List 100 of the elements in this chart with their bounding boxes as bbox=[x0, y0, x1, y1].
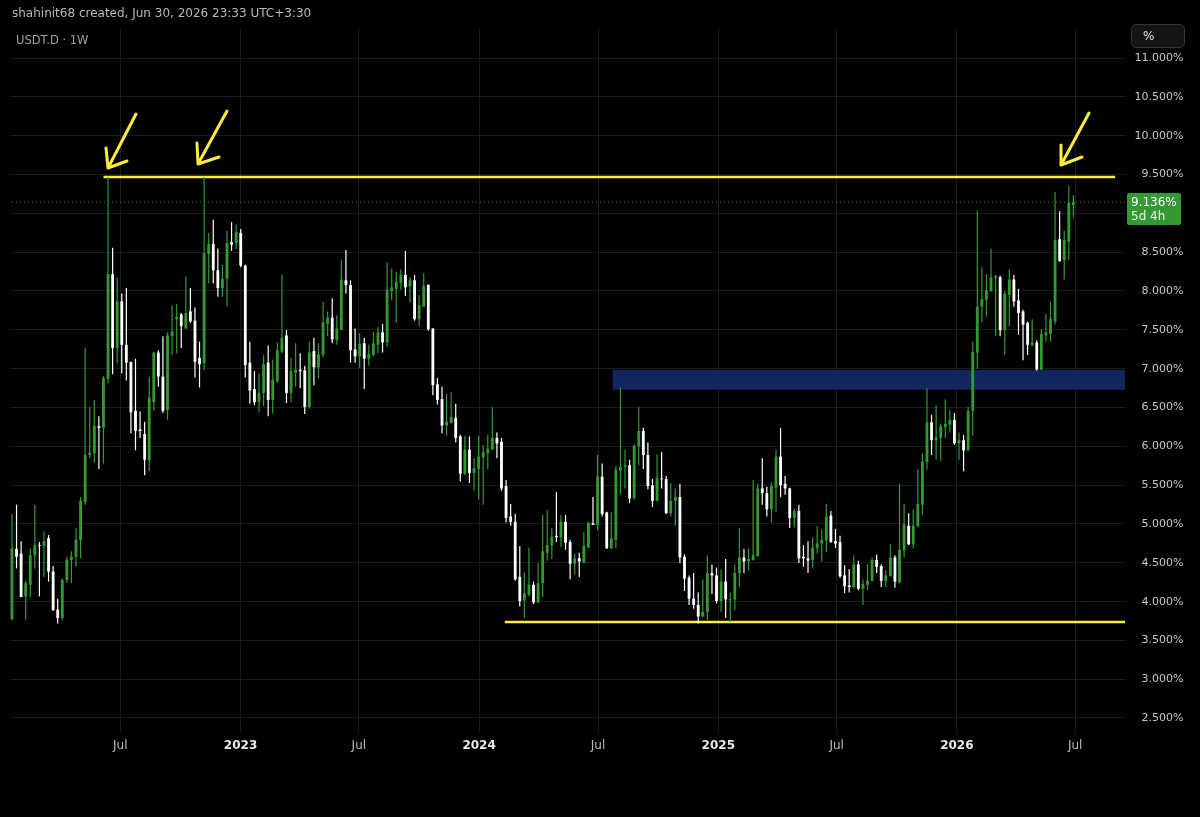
chart-title: USDT.D · 1W bbox=[16, 33, 89, 47]
candlestick bbox=[481, 444, 485, 506]
candlestick bbox=[962, 434, 965, 472]
candlestick bbox=[623, 449, 627, 490]
candlestick bbox=[371, 331, 375, 358]
candlestick bbox=[577, 552, 581, 578]
candlestick bbox=[1026, 320, 1030, 356]
x-tick-label: Jul bbox=[350, 737, 367, 752]
candlestick bbox=[47, 534, 50, 583]
candlestick bbox=[413, 274, 416, 322]
candlestick bbox=[724, 558, 728, 619]
y-tick-label: 4.000% bbox=[1141, 594, 1184, 608]
candlestick bbox=[847, 568, 851, 594]
candlestick bbox=[358, 332, 362, 369]
candlestick bbox=[532, 581, 535, 605]
y-tick-label: 5.500% bbox=[1141, 478, 1184, 492]
candlestick bbox=[815, 525, 819, 555]
candlestick bbox=[1030, 318, 1034, 347]
candlestick bbox=[696, 591, 700, 625]
y-tick-label: 9.500% bbox=[1141, 167, 1184, 181]
candlestick bbox=[445, 393, 449, 437]
y-tick-label: 6.500% bbox=[1141, 400, 1184, 414]
candlestick bbox=[170, 304, 174, 356]
candlestick bbox=[138, 410, 142, 439]
candlestick bbox=[522, 571, 526, 619]
candlestick bbox=[399, 268, 403, 291]
candlestick bbox=[403, 250, 407, 297]
candlestick bbox=[198, 341, 201, 389]
candlestick bbox=[953, 412, 956, 446]
candlestick bbox=[545, 509, 549, 562]
y-tick-label: 6.000% bbox=[1141, 439, 1184, 453]
candlestick bbox=[536, 562, 540, 604]
candlestick bbox=[619, 386, 622, 496]
candlestick bbox=[719, 568, 723, 613]
candlestick bbox=[550, 527, 554, 560]
candlestick bbox=[65, 556, 69, 584]
candlestick bbox=[188, 287, 192, 324]
candlestick bbox=[70, 550, 73, 584]
candlestick bbox=[102, 375, 105, 465]
candlestick bbox=[751, 479, 755, 562]
candlestick bbox=[907, 512, 911, 546]
candlestick bbox=[37, 541, 41, 597]
y-tick-label: 3.500% bbox=[1141, 633, 1184, 647]
x-tick-label: Jul bbox=[589, 737, 606, 752]
candlestick bbox=[1049, 301, 1052, 343]
x-tick-label: Jul bbox=[1066, 737, 1083, 752]
candlestick bbox=[166, 331, 169, 421]
candlestick bbox=[1007, 268, 1011, 327]
candlestick bbox=[834, 528, 837, 549]
candlestick bbox=[596, 454, 599, 531]
candlestick bbox=[1012, 274, 1016, 308]
candlestick bbox=[783, 475, 787, 496]
candlestick bbox=[843, 564, 847, 594]
y-tick-label: 3.000% bbox=[1141, 672, 1184, 686]
x-tick-label: 2023 bbox=[223, 737, 258, 752]
candlestick bbox=[477, 435, 481, 500]
candlestick bbox=[683, 553, 686, 592]
y-tick-label: 7.500% bbox=[1141, 322, 1184, 336]
candlestick bbox=[582, 531, 586, 564]
candlestick bbox=[760, 457, 764, 506]
x-tick-label: 2025 bbox=[701, 737, 736, 752]
candlestick bbox=[454, 403, 458, 444]
candlestick bbox=[1017, 288, 1020, 336]
candlestick bbox=[792, 508, 796, 528]
candlestick bbox=[330, 297, 334, 344]
candlestick bbox=[97, 415, 101, 470]
candlestick bbox=[349, 279, 352, 364]
candlestick bbox=[271, 358, 275, 415]
candlestick bbox=[15, 504, 18, 569]
candlestick bbox=[317, 342, 320, 379]
candlestick bbox=[436, 377, 439, 406]
candlestick bbox=[486, 434, 490, 470]
candlestick bbox=[916, 468, 920, 528]
candlestick bbox=[449, 391, 453, 424]
candlestick bbox=[770, 481, 773, 524]
candlestick bbox=[381, 323, 384, 354]
price-label: 9.136% 5d 4h bbox=[1127, 193, 1181, 226]
candlestick bbox=[852, 554, 856, 590]
candlestick bbox=[811, 536, 815, 569]
candlestick bbox=[669, 482, 673, 517]
candlestick bbox=[509, 503, 513, 527]
candlestick bbox=[573, 553, 577, 576]
y-tick-label: 7.000% bbox=[1141, 361, 1184, 375]
candlestick bbox=[715, 567, 718, 604]
candlestick bbox=[875, 553, 879, 574]
candlestick bbox=[134, 358, 137, 451]
candlestick bbox=[367, 344, 371, 367]
candlestick bbox=[994, 274, 998, 337]
candlestick bbox=[230, 221, 233, 252]
y-tick-label: 4.500% bbox=[1141, 555, 1184, 569]
candlestick bbox=[568, 539, 572, 580]
candlestick bbox=[673, 487, 677, 527]
candlestick bbox=[312, 337, 316, 386]
candlestick bbox=[294, 342, 298, 388]
chart-subtitle: shahinit68 created, Jun 30, 2026 23:33 UTC+3:30 bbox=[12, 6, 312, 20]
candlestick bbox=[591, 496, 595, 526]
candlestick bbox=[234, 223, 238, 250]
candlestick bbox=[33, 504, 37, 569]
candlestick bbox=[939, 422, 943, 462]
candlestick bbox=[216, 247, 220, 298]
